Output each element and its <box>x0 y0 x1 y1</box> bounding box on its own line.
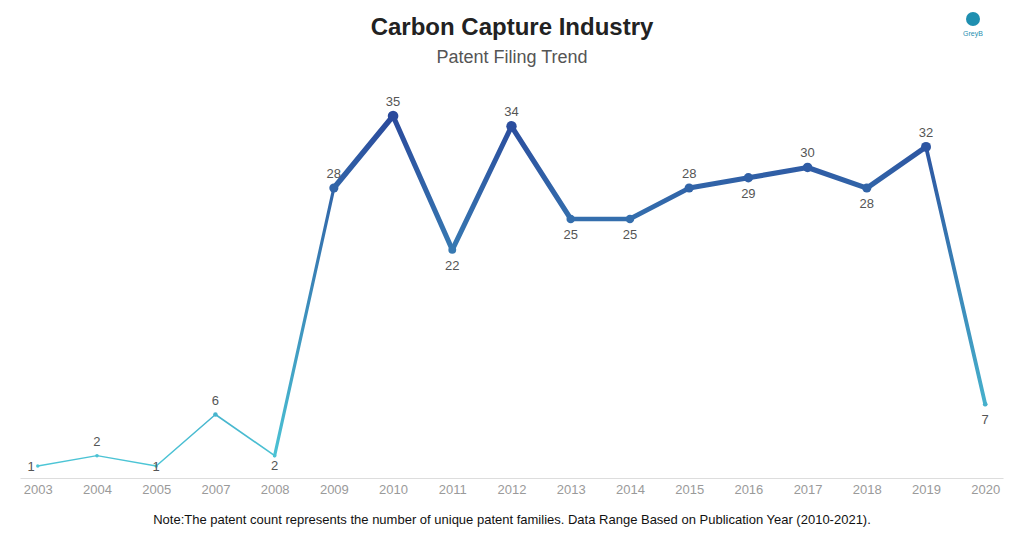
x-tick: 2008 <box>261 478 290 497</box>
x-tick: 2015 <box>675 478 704 497</box>
line-segment <box>808 167 867 188</box>
data-label: 22 <box>445 258 459 273</box>
data-label: 28 <box>327 166 341 181</box>
data-label: 29 <box>741 186 755 201</box>
x-tick-label: 2012 <box>498 482 527 497</box>
x-tick-label: 2011 <box>439 482 467 497</box>
data-label: 28 <box>682 166 696 181</box>
point <box>566 215 574 223</box>
data-label: 25 <box>563 227 577 242</box>
point <box>329 184 338 193</box>
point <box>448 246 456 254</box>
data-label: 2 <box>93 434 100 449</box>
note: Note:The patent count represents the num… <box>153 512 871 527</box>
x-tick-label: 2007 <box>201 482 230 497</box>
chart: Carbon Capture Industry Patent Filing Tre… <box>0 0 1024 546</box>
x-tick-label: 2013 <box>557 482 586 497</box>
x-tick-label: 2014 <box>616 482 645 497</box>
point <box>862 184 871 193</box>
x-tick: 2013 <box>557 478 586 497</box>
x-tick-label: 2017 <box>794 482 823 497</box>
data-label: 7 <box>982 412 989 427</box>
x-tick: 2010 <box>379 478 408 497</box>
title: Carbon Capture Industry <box>371 13 654 40</box>
x-tick-label: 2015 <box>675 482 704 497</box>
logo-icon <box>966 12 980 26</box>
x-tick: 2017 <box>794 478 823 497</box>
point <box>388 111 399 122</box>
point <box>983 402 988 407</box>
x-tick: 2009 <box>320 478 349 497</box>
data-label: 1 <box>153 459 160 474</box>
data-label: 1 <box>28 459 35 474</box>
line-segment <box>630 188 689 219</box>
data-label: 34 <box>504 104 518 119</box>
line-segment <box>275 188 334 456</box>
data-label: 25 <box>623 227 637 242</box>
x-tick: 2019 <box>912 478 941 497</box>
point <box>626 215 634 223</box>
line-segment <box>215 415 274 456</box>
x-tick-label: 2016 <box>734 482 763 497</box>
data-labels: 1 2 1 6 2 28 35 22 34 25 25 28 29 30 28 32 7 <box>28 94 989 474</box>
x-axis: 2003 2004 2005 2007 2008 2009 2010 2011 2012 2013… <box>21 478 1004 497</box>
x-tick-label: 2004 <box>83 482 112 497</box>
x-tick-label: 2005 <box>142 482 171 497</box>
line-segment <box>512 126 571 219</box>
x-tick-label: 2020 <box>971 482 1000 497</box>
x-tick: 2003 <box>24 478 53 497</box>
line-segment <box>926 147 985 404</box>
x-axis-line <box>21 478 1004 479</box>
data-label: 30 <box>800 145 814 160</box>
plot-area <box>36 111 988 468</box>
line-segment <box>156 415 215 466</box>
point <box>36 464 39 467</box>
point <box>921 142 931 152</box>
line-segment <box>452 126 511 250</box>
point <box>803 163 813 173</box>
line-segment <box>334 116 393 188</box>
point <box>95 454 99 458</box>
line-segment <box>689 178 748 188</box>
line-segment <box>748 167 807 177</box>
line-segment <box>571 217 630 222</box>
data-label: 35 <box>386 94 400 109</box>
x-tick-label: 2003 <box>24 482 53 497</box>
x-tick: 2018 <box>853 478 882 497</box>
point <box>213 412 217 416</box>
line-segment <box>393 116 452 250</box>
point <box>685 184 694 193</box>
x-tick: 2007 <box>201 478 230 497</box>
data-label: 2 <box>271 458 278 473</box>
subtitle: Patent Filing Trend <box>436 47 587 67</box>
x-tick: 2011 <box>439 478 467 497</box>
x-tick: 2016 <box>734 478 763 497</box>
x-tick: 2004 <box>83 478 112 497</box>
x-tick: 2014 <box>616 478 645 497</box>
x-tick-label: 2008 <box>261 482 290 497</box>
line-segment <box>867 147 926 188</box>
line-segment <box>38 456 97 466</box>
point <box>506 121 516 131</box>
data-label: 28 <box>860 196 874 211</box>
data-label: 32 <box>919 125 933 140</box>
data-label: 6 <box>212 393 219 408</box>
point <box>744 173 753 182</box>
x-tick: 2020 <box>971 478 1000 497</box>
x-tick-label: 2009 <box>320 482 349 497</box>
point <box>273 454 277 458</box>
line-segment <box>97 456 156 466</box>
logo-text: GreyB <box>963 30 983 38</box>
x-tick: 2005 <box>142 478 171 497</box>
x-tick-label: 2018 <box>853 482 882 497</box>
x-tick-label: 2019 <box>912 482 941 497</box>
x-tick-label: 2010 <box>379 482 408 497</box>
x-tick: 2012 <box>498 478 527 497</box>
logo: GreyB <box>963 12 983 38</box>
